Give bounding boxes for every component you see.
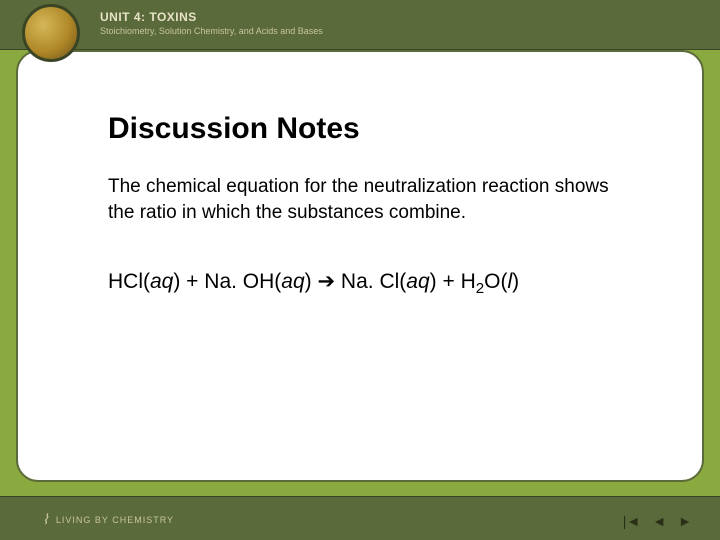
- slide-title: Discussion Notes: [108, 112, 612, 146]
- nav-next-button[interactable]: ►: [678, 514, 692, 528]
- eq-part: ): [512, 270, 519, 293]
- eq-state-3: aq: [406, 270, 429, 293]
- eq-part: ) + Na. OH(: [173, 270, 281, 293]
- body-paragraph: The chemical equation for the neutraliza…: [108, 174, 612, 225]
- eq-state-2: aq: [281, 270, 304, 293]
- brand-text: LIVING BY CHEMISTRY: [56, 515, 174, 525]
- header-bar: UNIT 4: TOXINS Stoichiometry, Solution C…: [0, 0, 720, 50]
- eq-part: ) + H: [430, 270, 476, 293]
- eq-state-1: aq: [150, 270, 173, 293]
- content-card: Discussion Notes The chemical equation f…: [16, 50, 704, 482]
- unit-subtitle: Stoichiometry, Solution Chemistry, and A…: [100, 26, 323, 36]
- nav-first-button[interactable]: |◄: [623, 514, 641, 528]
- nav-controls: |◄ ◄ ►: [623, 514, 692, 528]
- nav-prev-button[interactable]: ◄: [652, 514, 666, 528]
- eq-subscript: 2: [476, 280, 484, 297]
- unit-title: UNIT 4: TOXINS: [100, 10, 197, 24]
- footer-bar: ⌇ LIVING BY CHEMISTRY |◄ ◄ ►: [0, 496, 720, 540]
- eq-product-1: Na. Cl(: [335, 270, 406, 293]
- chemical-equation: HCl(aq) + Na. OH(aq) ➔ Na. Cl(aq) + H2O(…: [108, 269, 612, 297]
- slide-background: UNIT 4: TOXINS Stoichiometry, Solution C…: [0, 0, 720, 540]
- unit-badge-icon: [22, 4, 80, 62]
- eq-part: ): [305, 270, 318, 293]
- eq-reactant-1: HCl(: [108, 270, 150, 293]
- arrow-icon: ➔: [317, 270, 335, 293]
- eq-part: O(: [484, 270, 507, 293]
- brand-mark-icon: ⌇: [42, 511, 50, 528]
- footer-brand: ⌇ LIVING BY CHEMISTRY: [42, 511, 174, 528]
